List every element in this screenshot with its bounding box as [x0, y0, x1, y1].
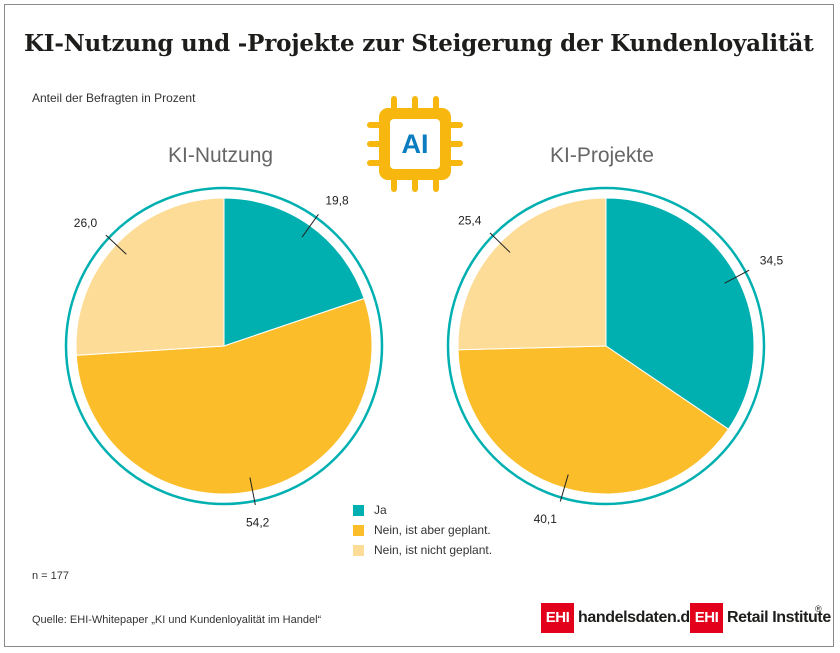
ehi-logo-box-2: EHI: [690, 603, 723, 633]
data-label-ki-nutzung-geplant: 54,2: [246, 516, 270, 530]
handelsdaten-logo-text: handelsdaten.de: [578, 609, 699, 626]
leader-line-ki-projekte-nicht-geplant: [489, 232, 511, 253]
pie-ring-ki-nutzung: [64, 186, 384, 506]
legend-item-geplant: Nein, ist aber geplant.: [353, 520, 492, 540]
leader-line-ki-projekte-geplant: [559, 474, 569, 502]
legend: Ja Nein, ist aber geplant. Nein, ist nic…: [353, 500, 492, 560]
legend-swatch-geplant: [353, 524, 364, 536]
leader-line-ki-nutzung-geplant: [249, 477, 256, 506]
sample-size: n = 177: [32, 570, 70, 582]
ai-badge-text: AI: [402, 129, 429, 159]
legend-swatch-nicht-geplant: [353, 544, 364, 556]
pie-title-ki-nutzung: KI-Nutzung: [168, 144, 274, 167]
pie-slice-ki-nutzung-nicht-geplant: [75, 197, 225, 356]
ehi-logo-box-1: EHI: [541, 603, 574, 633]
legend-item-nicht-geplant: Nein, ist nicht geplant.: [353, 540, 492, 560]
legend-item-ja: Ja: [353, 500, 492, 520]
chart-subtitle: Anteil der Befragten in Prozent: [32, 91, 196, 105]
ai-chip-icon: AI: [367, 96, 463, 192]
leader-line-ki-nutzung-nicht-geplant: [105, 234, 127, 255]
legend-label-geplant: Nein, ist aber geplant.: [374, 523, 491, 537]
pie-ring-ki-projekte: [446, 186, 766, 506]
registered-mark: ®: [815, 604, 822, 614]
legend-label-nicht-geplant: Nein, ist nicht geplant.: [374, 543, 493, 557]
pie-title-ki-projekte: KI-Projekte: [550, 144, 654, 167]
legend-label-ja: Ja: [374, 503, 387, 517]
data-label-ki-projekte-geplant: 40,1: [534, 512, 558, 526]
legend-swatch-ja: [353, 504, 364, 516]
data-label-ki-nutzung-ja: 19,8: [325, 194, 349, 208]
leader-line-ki-nutzung-ja: [301, 214, 319, 238]
data-label-ki-nutzung-nicht-geplant: 26,0: [74, 216, 98, 230]
chart-title: KI-Nutzung und -Projekte zur Steigerung …: [24, 30, 814, 57]
data-label-ki-projekte-nicht-geplant: 25,4: [458, 214, 482, 228]
data-label-ki-projekte-ja: 34,5: [760, 254, 784, 268]
source-note: Quelle: EHI-Whitepaper „KI und Kundenloy…: [32, 614, 322, 626]
leader-line-ki-projekte-ja: [724, 269, 750, 284]
retail-institute-logo-text: Retail Institute: [727, 609, 831, 626]
